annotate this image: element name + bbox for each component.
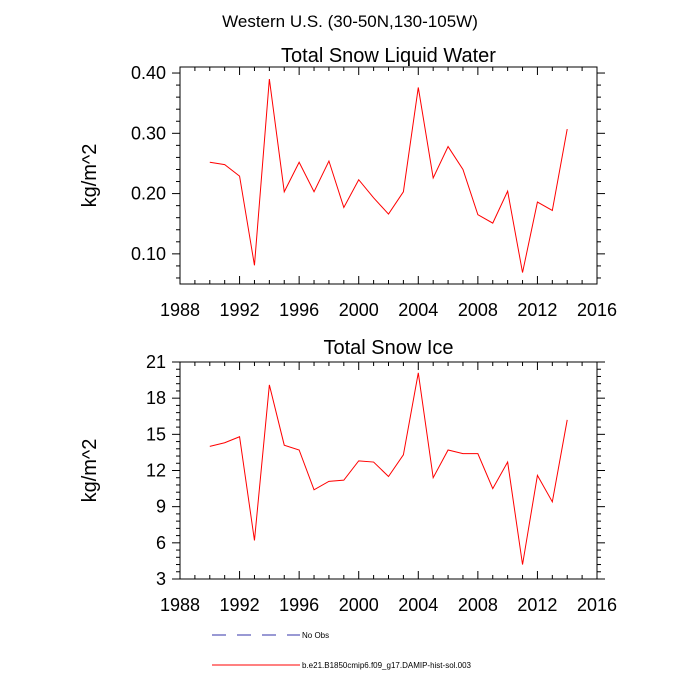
plot-frame-snow-ice [179, 361, 598, 580]
chart-title-liquid-water: Total Snow Liquid Water [281, 45, 496, 67]
y-tick-label: 3 [156, 569, 166, 589]
y-tick-label: 6 [156, 533, 166, 553]
x-tick-label: 2016 [577, 595, 617, 615]
legend: No Obs b.e21.B1850cmip6.f09_g17.DAMIP-hi… [212, 631, 472, 670]
chart-title-snow-ice: Total Snow Ice [323, 337, 453, 359]
x-tick-label: 1988 [160, 595, 200, 615]
x-tick-label: 2012 [517, 300, 557, 320]
figure-title: Western U.S. (30-50N,130-105W) [222, 12, 478, 31]
x-tick-label: 2008 [458, 300, 498, 320]
series-line-liquid-water [209, 78, 568, 273]
series-line-snow-ice [209, 372, 568, 565]
x-tick-label: 2004 [398, 300, 438, 320]
y-tick-label: 0.20 [131, 184, 166, 204]
plot-frame-liquid-water [179, 66, 598, 285]
chart-panel-snow-liquid-water: Total Snow Liquid Water kg/m^2 1988 1992 199… [79, 45, 617, 320]
x-tick-label: 1988 [160, 300, 200, 320]
y-tick-label: 0.30 [131, 123, 166, 143]
y-tick-label: 21 [146, 352, 166, 372]
y-tick-label: 12 [146, 461, 166, 481]
y-axis-label-snow-ice: kg/m^2 [79, 439, 101, 503]
legend-label-no-obs: No Obs [302, 631, 329, 640]
y-tick-label: 0.10 [131, 244, 166, 264]
x-tick-label: 1992 [220, 595, 260, 615]
x-tick-label: 2012 [517, 595, 557, 615]
x-tick-label: 2016 [577, 300, 617, 320]
y-axis-label-liquid-water: kg/m^2 [79, 144, 101, 208]
x-tick-label: 2000 [339, 595, 379, 615]
x-tick-label: 2000 [339, 300, 379, 320]
chart-panel-snow-ice: Total Snow Ice kg/m^2 1988 1992 1996 2000 2004… [79, 337, 617, 615]
x-tick-label: 1996 [279, 595, 319, 615]
y-tick-label: 9 [156, 497, 166, 517]
y-tick-label: 18 [146, 388, 166, 408]
x-tick-label: 1996 [279, 300, 319, 320]
x-tick-label: 2008 [458, 595, 498, 615]
x-tick-label: 1992 [220, 300, 260, 320]
y-tick-label: 0.40 [131, 63, 166, 83]
x-tick-label: 2004 [398, 595, 438, 615]
legend-label-model-run: b.e21.B1850cmip6.f09_g17.DAMIP-hist-sol.… [302, 661, 472, 670]
y-tick-label: 15 [146, 424, 166, 444]
